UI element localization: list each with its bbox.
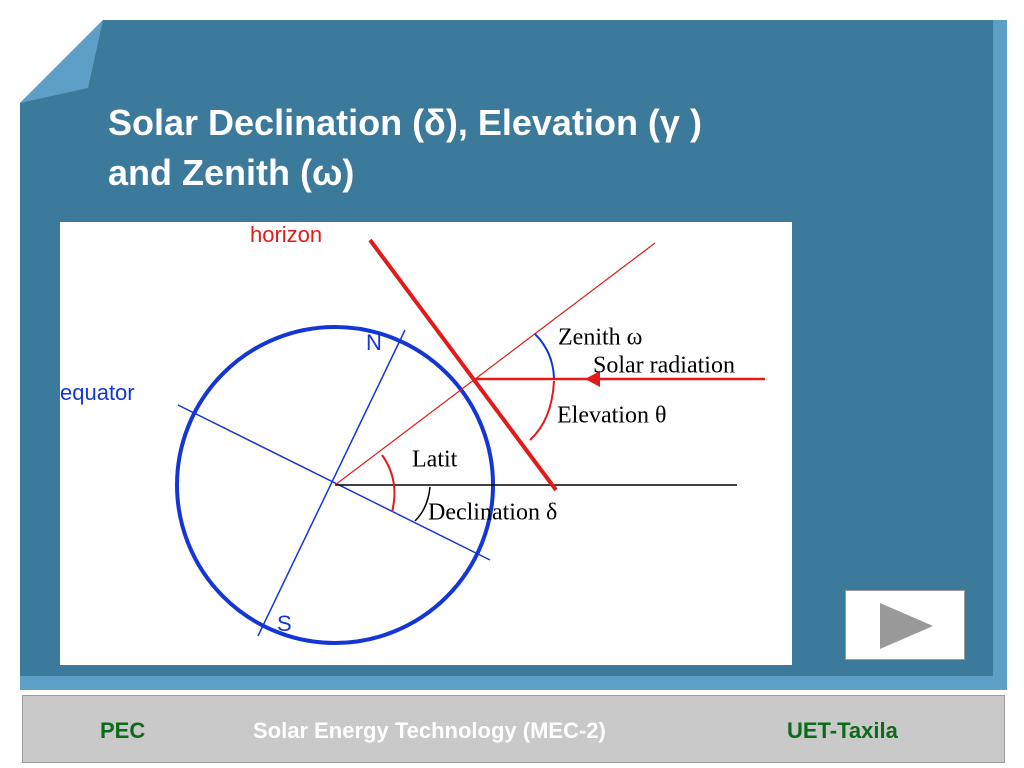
- footer-center: Solar Energy Technology (MEC-2): [253, 718, 606, 743]
- play-triangle: [880, 603, 933, 649]
- title-line: and Zenith (ω): [108, 152, 355, 193]
- elevation-arc: [529, 380, 555, 441]
- horizon-line: [368, 238, 558, 492]
- label: Solar radiation: [593, 353, 735, 379]
- arrow-head: [585, 371, 600, 387]
- label: Elevation θ: [557, 403, 666, 429]
- play-icon: [880, 603, 933, 649]
- panel-edge: [993, 20, 1007, 690]
- latitude-arc: [381, 454, 396, 513]
- zenith-line: [334, 242, 656, 486]
- panel-edge: [20, 676, 1007, 690]
- label: Declination δ: [428, 500, 557, 526]
- label: S: [277, 611, 292, 636]
- title-line: Solar Declination (δ), Elevation (γ ): [108, 102, 702, 143]
- equator-line: [177, 404, 491, 561]
- folded-corner: [20, 20, 103, 103]
- label: equator: [60, 380, 135, 405]
- footer-left: PEC: [100, 718, 146, 743]
- diagram: horizon N S equator Zenith ω Solar radia…: [60, 222, 792, 665]
- footer: PEC Solar Energy Technology (MEC-2) UET-…: [22, 695, 1005, 763]
- label: N: [366, 330, 382, 355]
- zenith-arc: [534, 333, 555, 379]
- label: horizon: [250, 222, 322, 247]
- slide-title: Solar Declination (δ), Elevation (γ ) an…: [108, 98, 702, 198]
- label: Latit: [412, 447, 458, 473]
- label: Zenith ω: [558, 325, 642, 351]
- footer-right: UET-Taxila: [787, 718, 898, 743]
- axis-line: [257, 329, 406, 637]
- declination-arc: [414, 486, 431, 522]
- next-button[interactable]: [845, 590, 965, 660]
